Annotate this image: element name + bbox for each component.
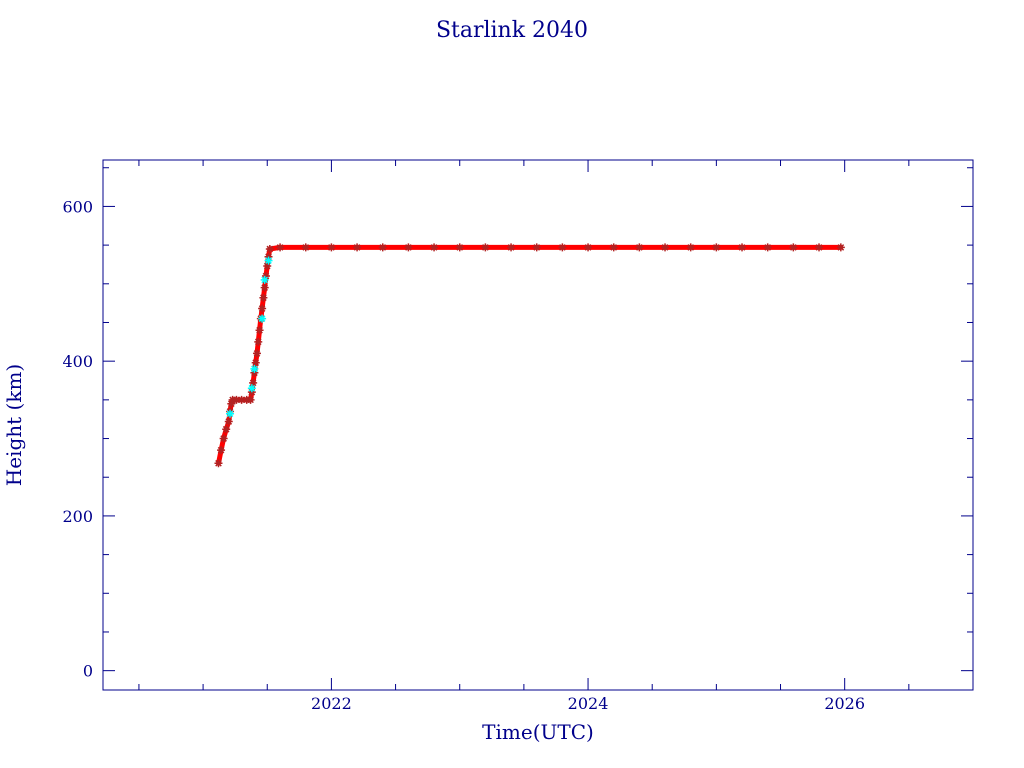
y-tick-label: 200 [62, 507, 93, 526]
data-point [836, 243, 845, 252]
x-axis-label: Time(UTC) [482, 720, 594, 744]
data-point [251, 358, 260, 367]
data-point [260, 283, 269, 292]
series-layer [214, 243, 845, 468]
data-point [507, 243, 516, 252]
data-point [378, 243, 387, 252]
data-point [254, 337, 263, 346]
series-0 [214, 243, 845, 468]
axis-ticks [103, 160, 974, 690]
chart-title: Starlink 2040 [436, 18, 588, 43]
data-point [260, 275, 269, 284]
data-point [789, 243, 798, 252]
data-point [404, 243, 413, 252]
data-point [264, 256, 273, 265]
axis-tick-labels: 2022 2024 2026 0 200 400 600 [62, 197, 865, 713]
data-point [430, 243, 439, 252]
data-point [276, 243, 285, 252]
data-point [815, 243, 824, 252]
data-point [661, 243, 670, 252]
data-point [255, 326, 264, 335]
data-point [247, 384, 256, 393]
series-trace [216, 244, 844, 466]
data-point [237, 395, 246, 404]
data-point [353, 243, 362, 252]
data-point [738, 243, 747, 252]
data-point [584, 243, 593, 252]
data-point [455, 243, 464, 252]
data-point [558, 243, 567, 252]
data-point [227, 399, 236, 408]
y-tick-label: 400 [62, 352, 93, 371]
plot-frame [102, 159, 974, 691]
y-axis-label: Height (km) [2, 364, 26, 486]
data-point [258, 314, 267, 323]
data-point [259, 293, 268, 302]
data-point [712, 243, 721, 252]
data-point [217, 446, 226, 455]
data-point [222, 425, 231, 434]
y-tick-label: 600 [62, 197, 93, 216]
data-point [327, 243, 336, 252]
x-tick-label: 2022 [311, 694, 352, 713]
data-point [686, 243, 695, 252]
data-point [265, 244, 274, 253]
x-tick-label: 2026 [824, 694, 865, 713]
series-1 [226, 256, 273, 418]
y-tick-label: 0 [83, 662, 93, 681]
data-point [635, 243, 644, 252]
data-point [252, 349, 261, 358]
data-point [226, 409, 235, 418]
data-point [263, 262, 272, 270]
data-point [219, 434, 228, 443]
data-point [763, 243, 772, 252]
data-point [301, 243, 310, 252]
data-point [250, 364, 259, 373]
data-point [214, 459, 223, 468]
data-point [224, 417, 233, 426]
data-point [258, 304, 267, 313]
data-point [609, 243, 618, 252]
data-point [246, 395, 255, 404]
data-point [261, 272, 270, 281]
data-point [232, 395, 241, 404]
data-point [249, 378, 258, 387]
data-point [481, 243, 490, 252]
x-tick-label: 2024 [568, 694, 609, 713]
data-point [532, 243, 541, 252]
